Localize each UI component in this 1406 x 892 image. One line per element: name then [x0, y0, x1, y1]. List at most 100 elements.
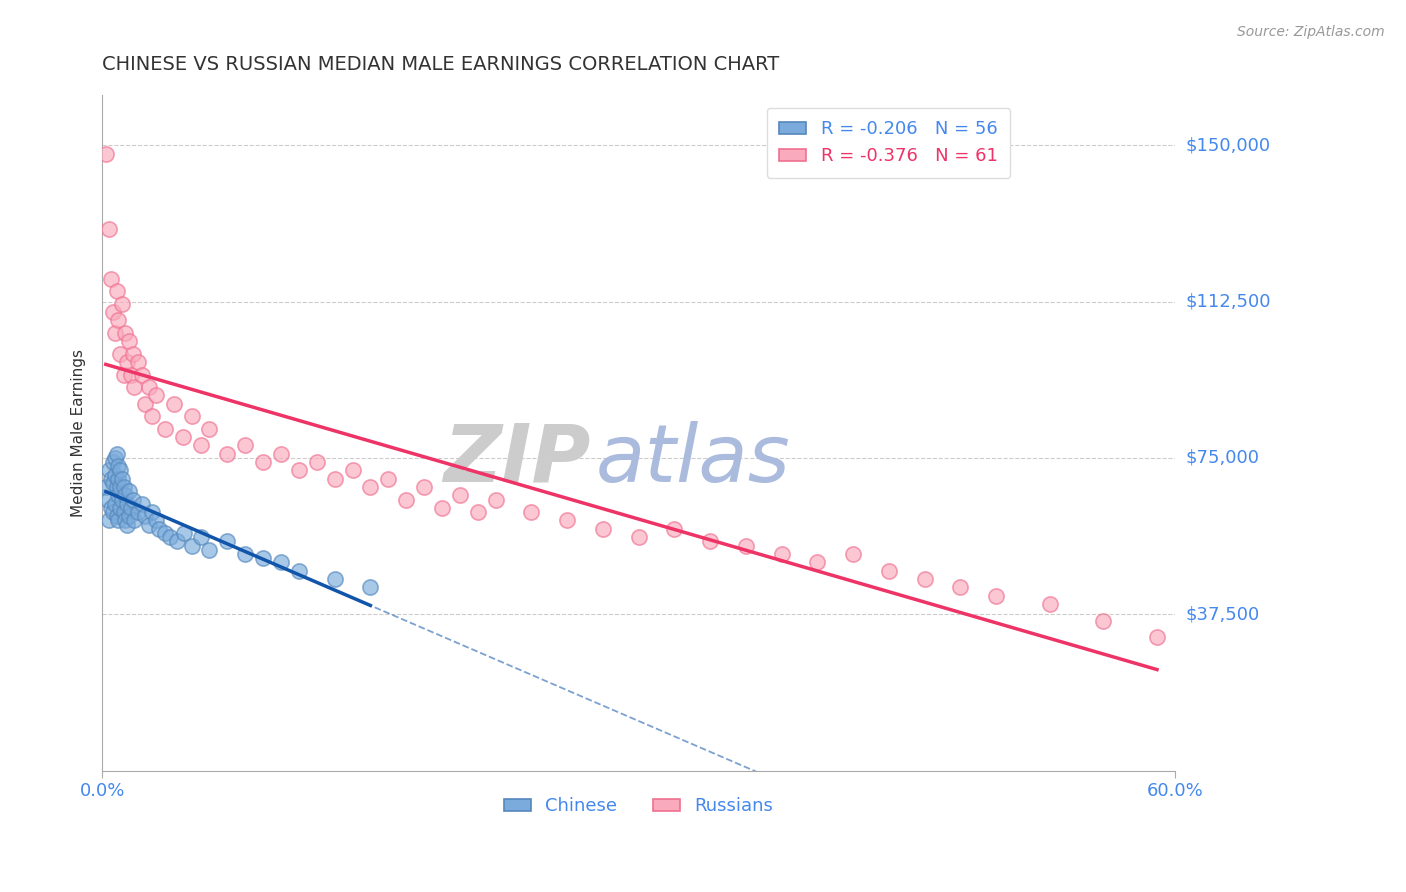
- Point: [217, 447, 239, 461]
- Point: [252, 551, 274, 566]
- Point: [770, 547, 793, 561]
- Point: [107, 514, 129, 528]
- Point: [105, 284, 128, 298]
- Point: [413, 480, 436, 494]
- Point: [1146, 630, 1168, 644]
- Point: [104, 497, 127, 511]
- Point: [377, 472, 399, 486]
- Point: [734, 539, 756, 553]
- Point: [288, 463, 311, 477]
- Point: [134, 509, 156, 524]
- Point: [100, 472, 122, 486]
- Point: [98, 463, 121, 477]
- Point: [342, 463, 364, 477]
- Point: [141, 409, 163, 424]
- Point: [111, 492, 134, 507]
- Point: [159, 530, 181, 544]
- Point: [118, 484, 141, 499]
- Point: [233, 438, 256, 452]
- Point: [449, 488, 471, 502]
- Point: [105, 509, 128, 524]
- Point: [877, 564, 900, 578]
- Point: [138, 517, 160, 532]
- Point: [323, 572, 346, 586]
- Point: [107, 472, 129, 486]
- Point: [949, 580, 972, 594]
- Point: [190, 438, 212, 452]
- Point: [520, 505, 543, 519]
- Point: [107, 313, 129, 327]
- Point: [198, 542, 221, 557]
- Point: [107, 459, 129, 474]
- Point: [115, 497, 138, 511]
- Point: [323, 472, 346, 486]
- Point: [112, 480, 135, 494]
- Point: [104, 467, 127, 482]
- Point: [131, 497, 153, 511]
- Point: [112, 368, 135, 382]
- Point: [107, 488, 129, 502]
- Point: [94, 146, 117, 161]
- Point: [108, 480, 131, 494]
- Point: [555, 514, 578, 528]
- Point: [101, 455, 124, 469]
- Point: [359, 580, 381, 594]
- Point: [627, 530, 650, 544]
- Point: [114, 514, 136, 528]
- Point: [124, 380, 146, 394]
- Point: [111, 472, 134, 486]
- Point: [100, 271, 122, 285]
- Point: [166, 534, 188, 549]
- Point: [806, 555, 828, 569]
- Point: [430, 500, 453, 515]
- Point: [699, 534, 721, 549]
- Text: CHINESE VS RUSSIAN MEDIAN MALE EARNINGS CORRELATION CHART: CHINESE VS RUSSIAN MEDIAN MALE EARNINGS …: [103, 55, 779, 74]
- Point: [120, 500, 142, 515]
- Text: Source: ZipAtlas.com: Source: ZipAtlas.com: [1237, 25, 1385, 39]
- Point: [121, 492, 143, 507]
- Point: [1092, 614, 1115, 628]
- Point: [842, 547, 865, 561]
- Y-axis label: Median Male Earnings: Median Male Earnings: [72, 349, 86, 517]
- Legend: Chinese, Russians: Chinese, Russians: [496, 790, 780, 822]
- Point: [190, 530, 212, 544]
- Point: [1039, 597, 1062, 611]
- Point: [127, 505, 149, 519]
- Point: [101, 305, 124, 319]
- Point: [592, 522, 614, 536]
- Point: [115, 517, 138, 532]
- Point: [98, 221, 121, 235]
- Point: [98, 514, 121, 528]
- Point: [115, 355, 138, 369]
- Point: [914, 572, 936, 586]
- Point: [233, 547, 256, 561]
- Point: [104, 450, 127, 465]
- Point: [127, 355, 149, 369]
- Point: [101, 475, 124, 490]
- Point: [114, 326, 136, 340]
- Point: [105, 447, 128, 461]
- Point: [163, 397, 186, 411]
- Point: [94, 480, 117, 494]
- Text: $112,500: $112,500: [1187, 293, 1271, 310]
- Point: [108, 347, 131, 361]
- Text: atlas: atlas: [596, 421, 790, 499]
- Point: [145, 514, 167, 528]
- Point: [252, 455, 274, 469]
- Point: [288, 564, 311, 578]
- Point: [97, 492, 120, 507]
- Point: [111, 296, 134, 310]
- Point: [664, 522, 686, 536]
- Point: [305, 455, 328, 469]
- Point: [104, 326, 127, 340]
- Point: [131, 368, 153, 382]
- Text: ZIP: ZIP: [443, 421, 591, 499]
- Point: [121, 347, 143, 361]
- Point: [467, 505, 489, 519]
- Point: [180, 409, 202, 424]
- Text: $75,000: $75,000: [1187, 449, 1260, 467]
- Point: [118, 334, 141, 348]
- Point: [114, 488, 136, 502]
- Point: [395, 492, 418, 507]
- Point: [105, 480, 128, 494]
